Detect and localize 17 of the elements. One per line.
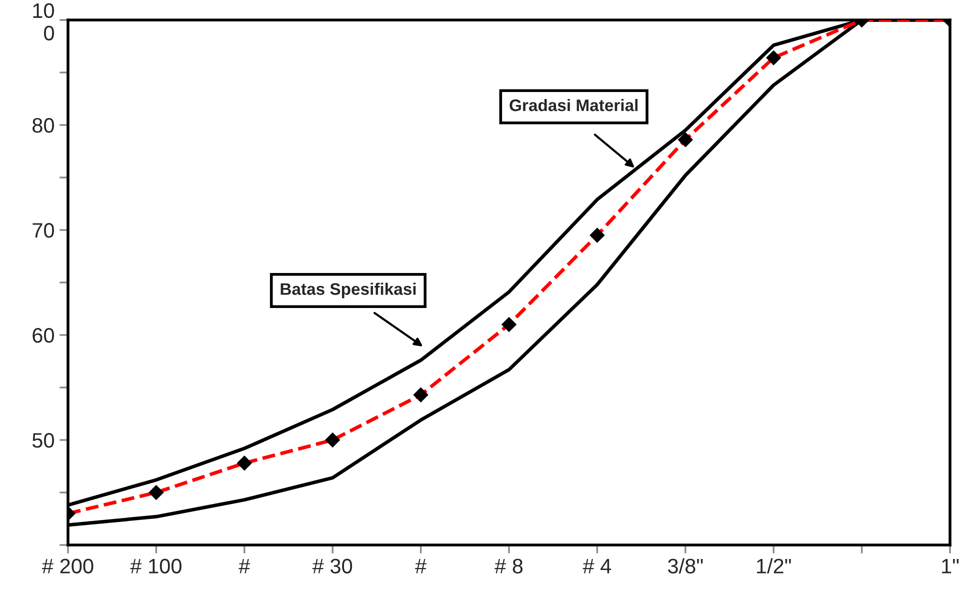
y-tick-label: 80: [32, 118, 54, 133]
x-tick-label: 1/2": [757, 558, 791, 574]
x-tick-label: # 30: [312, 558, 352, 574]
x-tick-label: #: [238, 559, 250, 574]
x-tick-label: # 100: [130, 558, 182, 574]
y-tick-label: 70: [32, 223, 54, 238]
x-tick-label: # 200: [42, 558, 94, 574]
y-tick-label: 50: [32, 433, 54, 448]
x-tick-label: 3/8": [668, 558, 703, 574]
x-tick-label: #: [415, 559, 426, 574]
y-tick-label: 60: [32, 328, 54, 343]
annotation: Batas Spesifikasi: [280, 282, 416, 298]
x-tick-label: # 4: [582, 558, 612, 574]
y-tick-label: 10 0: [33, 3, 54, 40]
x-tick-label: # 8: [494, 558, 523, 574]
x-tick-label: 1": [942, 558, 959, 574]
annotation: Gradasi Material: [510, 98, 638, 112]
